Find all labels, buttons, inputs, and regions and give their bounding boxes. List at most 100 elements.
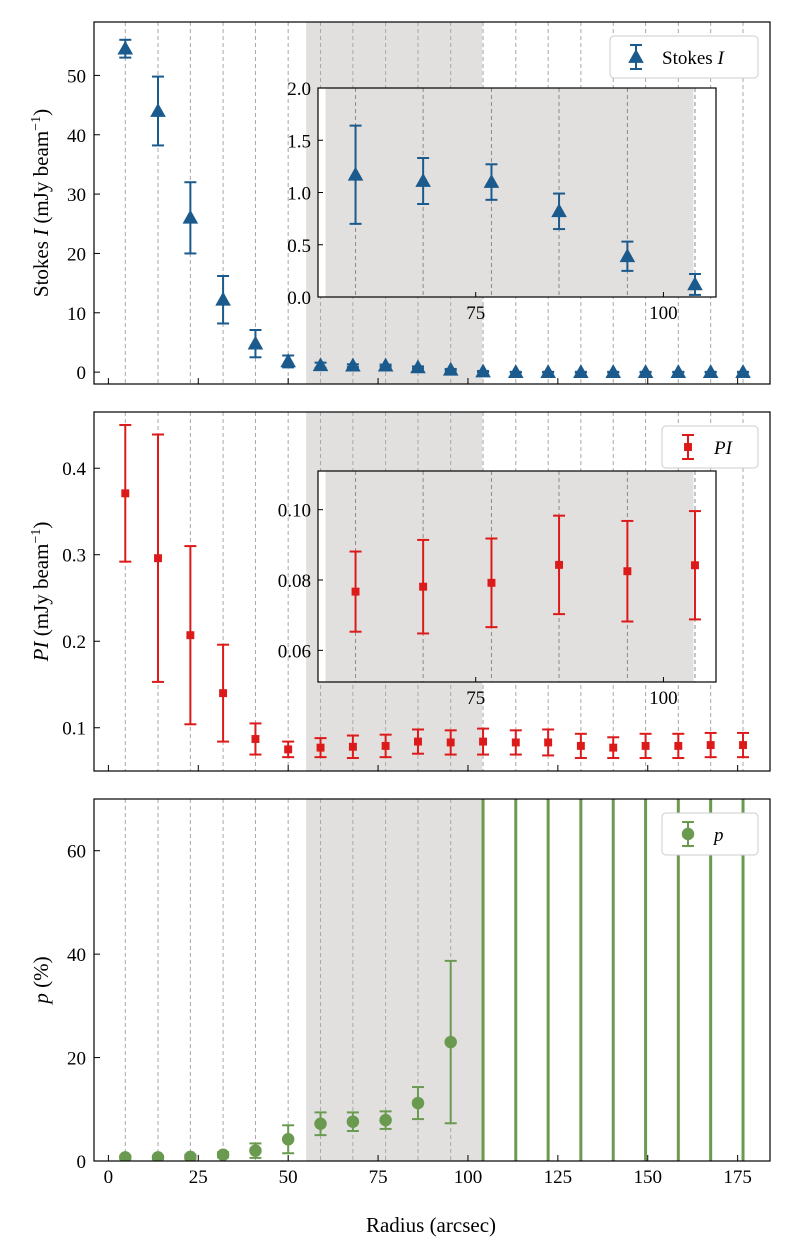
axes-frame [93,411,771,772]
data-point-marker [619,248,636,263]
legend-label: p [712,825,724,846]
data-point-marker [182,209,199,224]
data-point-marker [555,560,564,569]
data-point-marker [544,738,553,747]
y-axis-label-italic: p [29,993,53,1006]
y-axis-label-italic: I [29,228,53,237]
y-axis-label-units: (%) [29,956,53,993]
data-point-marker [284,745,293,754]
inset-x-tick-label: 100 [649,688,678,709]
data-point-marker [184,1150,197,1161]
y-axis-label-sup: −1 [29,529,44,544]
axes-frame [93,798,771,1162]
data-point-marker [605,364,622,378]
data-point-marker [119,1151,132,1161]
x-tick-label: 75 [369,1167,388,1188]
data-point-marker [414,737,422,746]
inset-shaded-region [325,471,694,682]
inset-y-tick-label: 0.0 [287,288,311,309]
data-point-marker [609,743,618,752]
y-tick-label: 0 [77,1152,87,1173]
inset-y-tick-label: 0.5 [287,236,311,257]
data-point-marker [681,827,695,841]
data-point-marker [415,172,431,187]
y-tick-label: 60 [67,842,86,863]
y-tick-label: 0.3 [62,546,86,567]
y-tick-label: 30 [67,185,86,206]
data-point-marker [410,359,426,374]
data-point-marker [247,335,264,350]
y-tick-label: 20 [67,244,86,265]
data-point-marker [346,1115,360,1128]
data-point-marker [351,587,360,596]
y-axis-label-sup: −1 [29,116,44,131]
series-p [119,799,745,1161]
data-point-marker [216,1148,230,1161]
legend-label-italic: I [716,48,725,69]
data-point-marker [154,554,162,563]
y-axis-label-units: (mJy beam [29,544,53,642]
x-tick-label: 100 [454,1167,483,1188]
inset-stokes-i: 0.0 0.5 1.0 1.5 2.0 75 100 [287,79,717,324]
data-point-marker [215,291,231,306]
data-point-marker [347,166,364,181]
x-tick-label: 0 [104,1167,114,1188]
y-axis-label-close: ) [29,522,53,529]
data-point-marker [540,364,556,378]
data-point-marker [623,567,632,576]
inset-shaded-region [325,88,694,297]
y-axis-label-units: (mJy beam [29,131,53,229]
legend-label-italic: p [712,825,724,846]
data-point-marker [479,737,488,746]
data-point-marker [706,741,715,750]
y-axis-label-close: ) [29,109,53,116]
data-point-marker [280,353,296,368]
data-point-marker [641,741,650,750]
data-point-marker [551,203,567,218]
inset-y-tick-label: 1.0 [287,184,311,205]
inset-pi: 0.06 0.08 0.10 75 100 [278,470,717,709]
data-point-marker [483,173,500,188]
data-point-marker [251,735,260,743]
inset-y-tick-label: 2.0 [287,79,311,100]
x-axis-label: Radius (arcsec) [366,1213,496,1237]
data-point-marker [573,364,589,378]
data-point-marker [186,631,195,640]
data-point-marker [687,276,703,291]
data-point-marker [674,741,683,750]
data-point-marker [316,743,325,752]
panel-pi: 0.10.20.30.4PI (mJy beam−1)PI0.060.080.1… [29,411,771,772]
data-point-marker [314,1117,327,1131]
x-tick-label: 125 [544,1167,573,1188]
data-point-marker [151,1151,165,1161]
axes-frame [93,21,771,385]
data-point-marker [419,582,428,591]
data-point-marker [637,364,654,378]
data-point-marker [628,48,644,63]
x-tick-label: 50 [279,1167,298,1188]
data-point-marker [691,561,699,570]
data-point-marker [345,357,361,372]
data-point-marker [281,1133,295,1146]
y-tick-label: 0 [77,363,87,384]
legend-label-text: Stokes [662,48,717,69]
data-point-marker [117,40,134,55]
inset-y-tick-label: 0.08 [278,571,311,592]
data-point-marker [312,357,329,372]
series-pi [119,423,750,760]
y-axis-label: PI (mJy beam−1) [29,522,53,663]
legend-label: PI [713,438,734,459]
x-tick-label: 25 [189,1167,208,1188]
data-point-marker [150,102,166,117]
data-point-marker [446,738,455,747]
legend-label-italic: PI [713,438,734,459]
shaded-region [306,799,483,1161]
x-tick-label: 150 [633,1167,662,1188]
data-point-marker [379,1113,392,1127]
data-point-marker [377,357,394,372]
data-point-marker [507,364,524,378]
